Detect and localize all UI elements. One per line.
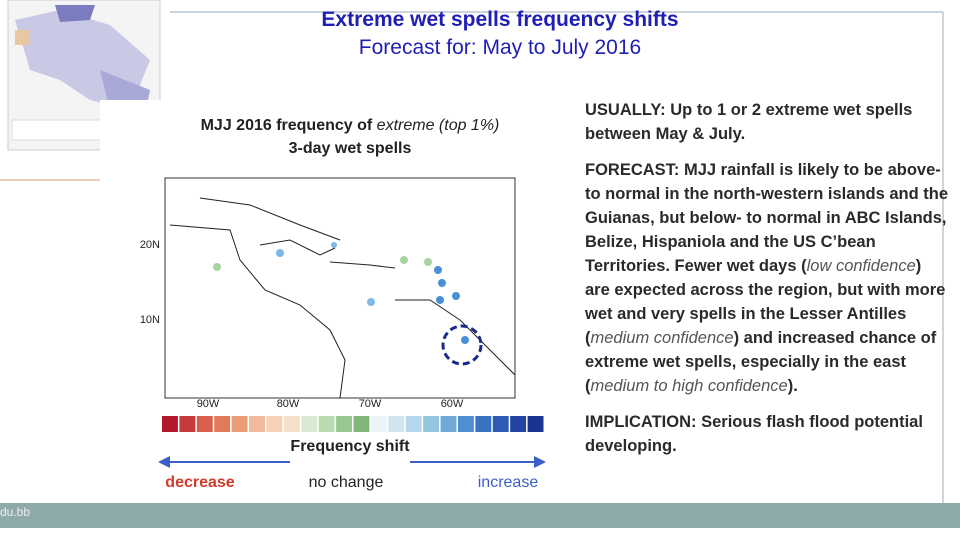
colorbar-cell — [162, 416, 178, 432]
arrow-label: decrease — [165, 474, 234, 491]
caption-text: MJJ 2016 frequency of — [200, 117, 377, 134]
colorbar-cell — [475, 416, 492, 432]
colorbar-cell — [510, 416, 527, 432]
implication: IMPLICATION: Serious flash flood potenti… — [585, 413, 923, 455]
colorbar-cell — [388, 416, 405, 432]
forecast-text: FORECAST: MJJ rainfall is likely to be a… — [585, 161, 949, 275]
arrow-label: no change — [309, 474, 384, 491]
caption-italic: extreme (top 1%) — [376, 117, 500, 134]
colorbar-cell — [353, 416, 370, 432]
lon-label: 60W — [441, 398, 464, 410]
colorbar-cell — [266, 416, 283, 432]
title-block: Extreme wet spells frequency shifts Fore… — [240, 8, 760, 60]
arrows — [158, 456, 546, 468]
text-column: USUALLY: Up to 1 or 2 extreme wet spells… — [585, 98, 950, 470]
colorbar-cell — [527, 416, 544, 432]
colorbar-title: Frequency shift — [290, 438, 410, 455]
colorbar-cell — [283, 416, 300, 432]
forecast-text: ) and increased chance of extreme wet sp… — [585, 329, 937, 395]
forecast-text: ). — [787, 377, 798, 395]
colorbar-cell — [492, 416, 509, 432]
colorbar-cell — [179, 416, 196, 432]
forecast-text: ) are expected across the region, but wi… — [585, 257, 946, 347]
colorbar-cell — [196, 416, 213, 432]
footer-bar — [0, 503, 960, 528]
usually: USUALLY: Up to 1 or 2 extreme wet spells… — [585, 101, 913, 143]
colorbar-cell — [301, 416, 318, 432]
confidence: medium to high confidence — [590, 377, 788, 395]
colorbar-cell — [457, 416, 474, 432]
confidence: low confidence — [806, 257, 916, 275]
title: Extreme wet spells frequency shifts — [321, 8, 679, 31]
colorbar-cell — [231, 416, 248, 432]
lat-label: 20N — [140, 239, 160, 251]
lon-label: 90W — [197, 398, 220, 410]
lon-label: 80W — [277, 398, 300, 410]
colorbar-cell — [440, 416, 457, 432]
lon-label: 70W — [359, 398, 382, 410]
colorbar-cell — [423, 416, 440, 432]
footer-text: du.bb — [0, 505, 31, 519]
forecast: FORECAST: MJJ rainfall is likely to be a… — [585, 158, 950, 398]
caption-text: 3-day wet spells — [288, 140, 412, 157]
colorbar-cell — [405, 416, 422, 432]
colorbar-cell — [249, 416, 265, 432]
colorbar-cell — [214, 416, 231, 432]
confidence: medium confidence — [590, 329, 734, 347]
lat-label: 10N — [140, 314, 160, 326]
colorbar — [162, 416, 544, 432]
subtitle: Forecast for: May to July 2016 — [358, 36, 642, 59]
map: 20N 10N 90W 80W 70W 60W — [140, 177, 516, 410]
figure-caption: MJJ 2016 frequency of extreme (top 1%) 3-… — [150, 114, 550, 160]
colorbar-cell — [318, 416, 335, 432]
colorbar-cell — [370, 416, 387, 432]
arrow-label: increase — [478, 474, 539, 491]
colorbar-cell — [336, 416, 352, 432]
